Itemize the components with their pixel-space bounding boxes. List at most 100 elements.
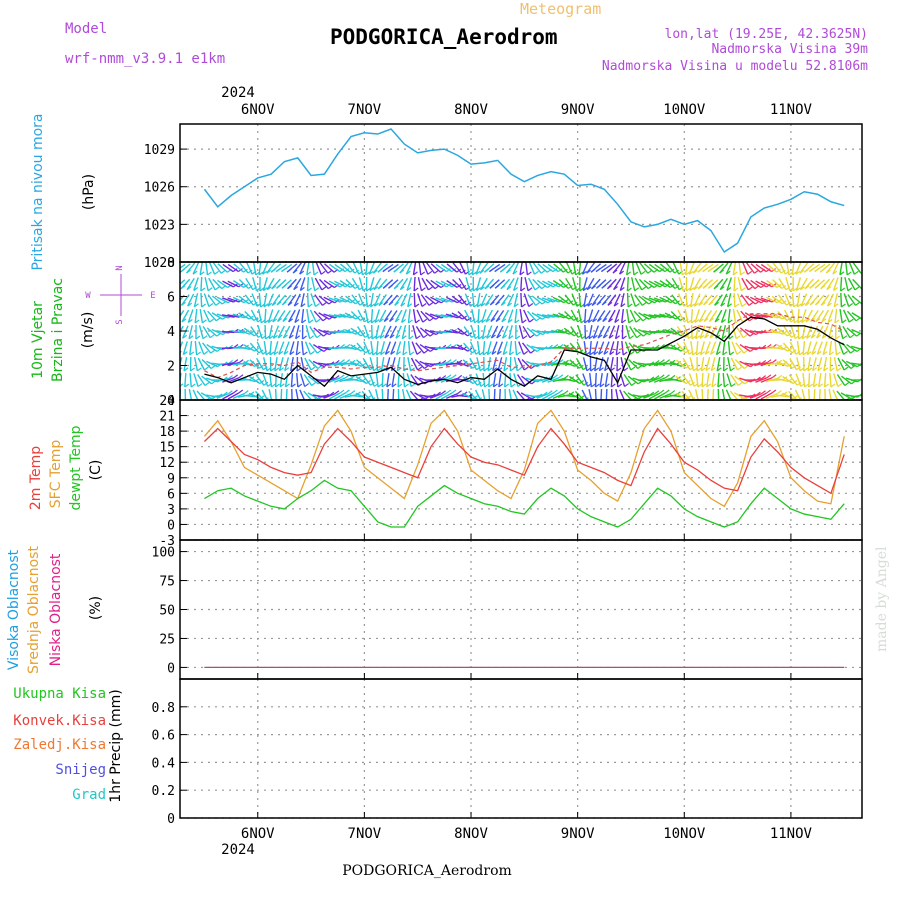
wind-barb [558, 312, 570, 320]
wind-barb [413, 292, 416, 308]
wind-barb [536, 279, 549, 289]
wind-barb [710, 341, 717, 355]
wind-barb [577, 325, 583, 339]
wind-barb [476, 357, 481, 371]
wind-barb [755, 280, 767, 288]
wind-barb-flag [382, 268, 388, 273]
wind-barb [333, 314, 346, 318]
wind-barb [765, 296, 778, 304]
wind-barb [516, 374, 526, 386]
wind-barb-flag [540, 269, 546, 274]
wind-barb-flag [744, 365, 749, 370]
wind-barb [188, 325, 193, 339]
wind-barb [627, 375, 639, 385]
wind-barb [776, 394, 789, 398]
wind-barb [709, 325, 717, 339]
wind-barb [245, 262, 253, 275]
wind-barb-flag [690, 303, 695, 308]
wind-barb-flag [844, 382, 850, 387]
wind-barb [586, 262, 596, 274]
wind-barb [304, 357, 312, 371]
wind-barb [670, 310, 681, 322]
wind-barb-flag [189, 351, 195, 356]
wind-barb [339, 313, 352, 319]
wind-barb-flag [414, 303, 420, 308]
wind-barb-flag [839, 271, 845, 276]
wind-barb-flag [180, 383, 184, 387]
wind-barb [683, 325, 690, 339]
wind-barb-flag [843, 350, 848, 355]
wind-barb [783, 326, 793, 338]
wind-barb [822, 341, 828, 355]
wind-barb-flag [400, 302, 406, 307]
wind-barb [446, 392, 458, 400]
wind-barb-flag [259, 395, 265, 400]
wind-barb-flag [705, 350, 710, 355]
wind-barb-flag [233, 389, 238, 394]
wind-barb [558, 295, 570, 305]
wind-barb [643, 263, 655, 273]
wind-barb [609, 341, 615, 355]
wind-barb-flag [552, 389, 558, 394]
wind-barb-flag [654, 359, 660, 364]
wind-barb-flag [553, 374, 558, 379]
wind-barb [735, 342, 745, 354]
wind-barb [634, 294, 643, 306]
wind-barb-flag [370, 381, 375, 386]
wind-barb [817, 357, 823, 371]
wind-barb [440, 314, 453, 318]
wind-barb [415, 342, 425, 354]
wind-barb [547, 392, 559, 400]
lonlat-text: lon,lat (19.25E, 42.3625N) [665, 27, 869, 42]
wind-barb-flag [694, 302, 699, 307]
wind-barb-flag [634, 287, 640, 292]
wind-barb [823, 357, 828, 371]
wind-barb-flag [609, 351, 615, 356]
wind-barb-flag [180, 285, 186, 290]
wind-barb [572, 262, 577, 275]
wind-barb-flag [697, 383, 703, 388]
wind-barb [834, 308, 838, 324]
wind-barb [776, 361, 789, 367]
y-tick-label: 6 [167, 487, 175, 502]
wind-barb-flag [756, 391, 761, 396]
wind-barb [212, 278, 223, 290]
wind-barb-flag [636, 334, 642, 339]
wind-barb-flag [243, 390, 249, 395]
wind-barb [727, 357, 732, 371]
wind-barb-flag [586, 286, 592, 291]
wind-barb-flag [268, 335, 274, 340]
wind-barb-flag [200, 287, 206, 292]
wind-barb [417, 293, 423, 307]
wind-barb-flag [588, 335, 594, 340]
wind-barb-flag [702, 268, 708, 273]
wind-barb-flag [354, 269, 360, 274]
wind-barb [547, 314, 560, 318]
wind-barb [200, 392, 213, 400]
wind-barb-flag [782, 330, 788, 335]
wind-barb [832, 389, 839, 400]
wind-barb [821, 325, 829, 339]
wind-barb-flag [617, 383, 623, 388]
wind-barb [720, 309, 727, 323]
wind-barb [776, 344, 789, 352]
wind-barb-flag [732, 271, 738, 276]
wind-barb [781, 392, 794, 400]
wind-barb [482, 340, 486, 356]
wind-barb [476, 340, 481, 356]
wind-barb [269, 340, 272, 356]
wind-barb [791, 292, 795, 308]
wind-barb [837, 357, 845, 371]
wind-barb [233, 263, 244, 273]
wind-barb [470, 325, 476, 339]
wind-barb [194, 308, 198, 324]
dewpoint-line [204, 479, 845, 528]
wind-barb-flag [587, 302, 593, 307]
wind-barb-flag [529, 334, 535, 339]
wind-barb [771, 295, 783, 305]
wind-barb-flag [654, 375, 660, 380]
wind-barb [205, 262, 209, 276]
wind-barb-flag [579, 395, 585, 400]
wind-barb-flag [204, 382, 210, 386]
wind-barb-flag [446, 374, 452, 379]
